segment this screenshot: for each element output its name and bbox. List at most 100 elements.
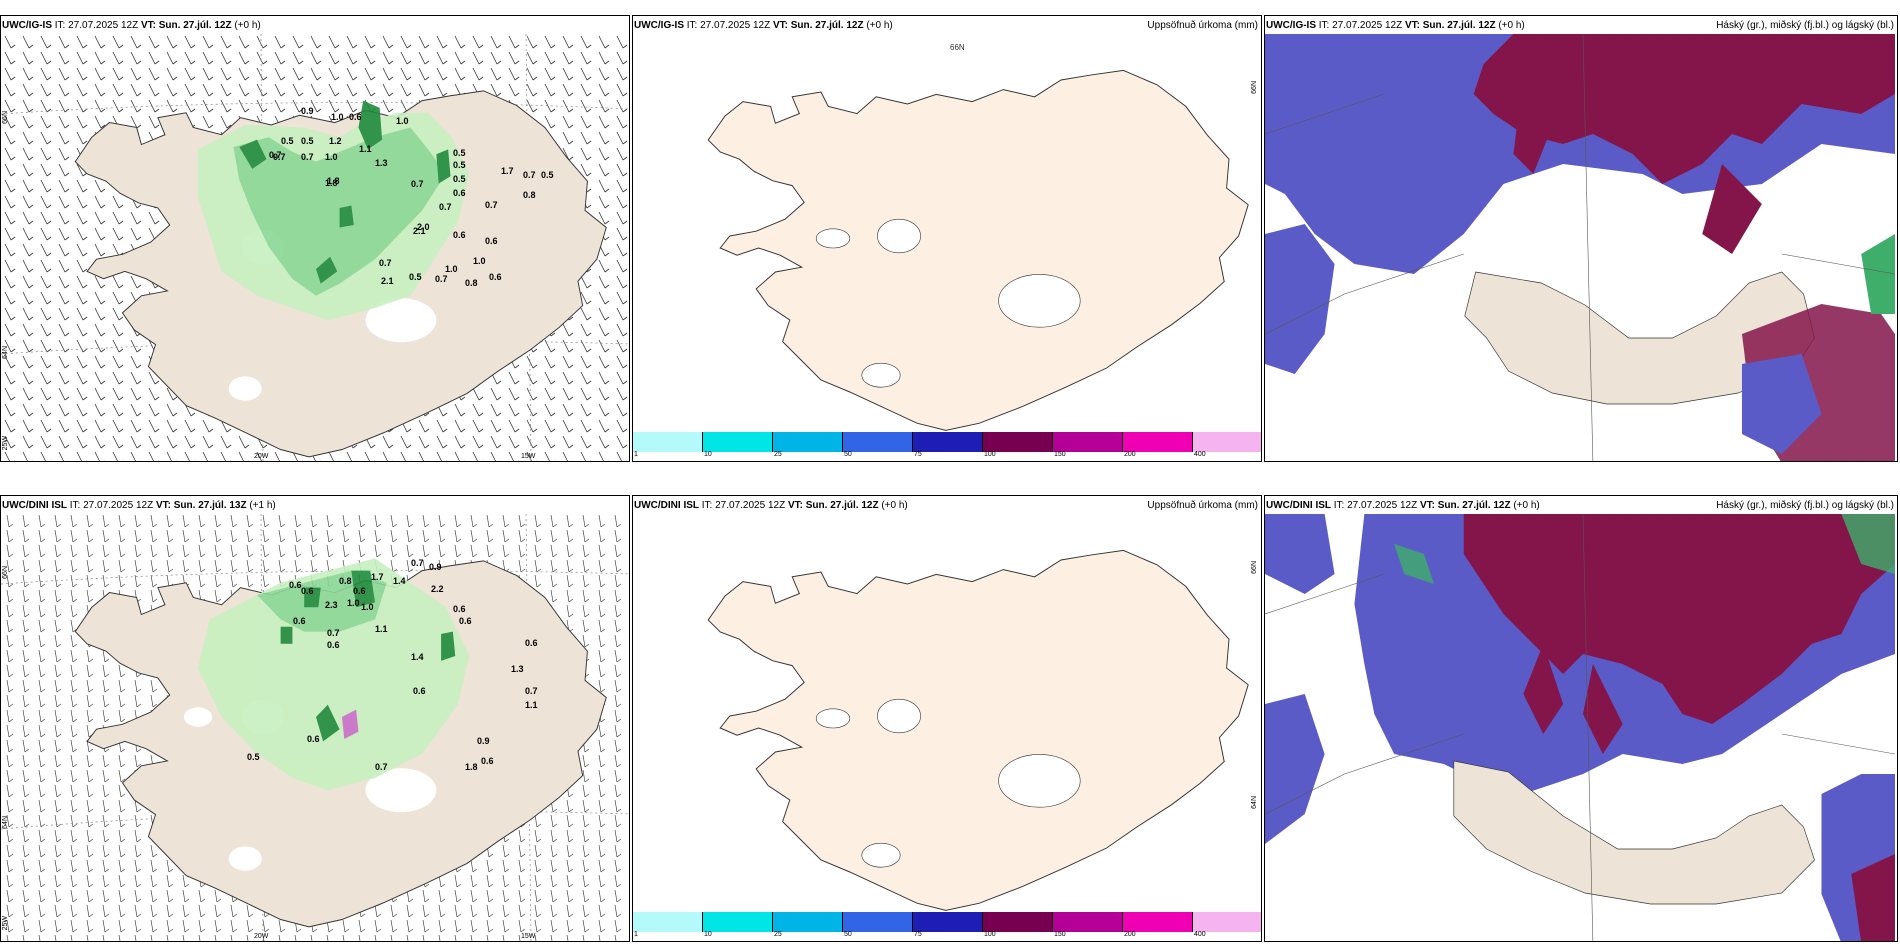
cloud-map[interactable]: [1265, 514, 1895, 942]
lat-label-66: 66N: [1251, 561, 1258, 574]
svg-text:0.6: 0.6: [327, 640, 340, 650]
svg-text:0.8: 0.8: [465, 278, 478, 288]
svg-text:0.7: 0.7: [523, 170, 536, 180]
colorbar-seg: [1053, 912, 1123, 932]
colorbar-seg: [633, 432, 703, 452]
colorbar-seg: [1123, 912, 1193, 932]
colorbar-seg: [773, 912, 843, 932]
colorbar-seg: [1053, 432, 1123, 452]
svg-text:2.0: 2.0: [417, 222, 430, 232]
colorbar-seg: [703, 912, 773, 932]
colorbar-seg: [1193, 432, 1261, 452]
panel-igis-precip-wind: UWC/IG-IS IT: 27.07.2025 12Z VT: Sun. 27…: [0, 15, 630, 462]
svg-text:0.7: 0.7: [439, 202, 452, 212]
lat-label-64: 64N: [1251, 796, 1258, 809]
graticule-label: 66N: [950, 43, 965, 52]
svg-text:1.0: 1.0: [473, 256, 486, 266]
panel-header: UWC/IG-IS IT: 27.07.2025 12Z VT: Sun. 27…: [634, 20, 893, 31]
svg-text:0.6: 0.6: [459, 616, 472, 626]
precip-labels: 0.9 1.0 0.6 1.0 0.5 0.5 0.7 1.2 0.7 1.1 …: [269, 106, 554, 288]
svg-text:0.7: 0.7: [301, 152, 314, 162]
precip-wind-map[interactable]: 0.9 1.0 0.6 1.0 0.5 0.5 0.7 1.2 0.7 1.1 …: [1, 34, 630, 462]
svg-text:1.4: 1.4: [411, 652, 424, 662]
svg-text:0.6: 0.6: [307, 734, 320, 744]
svg-text:0.5: 0.5: [247, 752, 260, 762]
precip-wind-map[interactable]: 0.6 0.6 0.8 0.6 1.7 1.4 0.7 0.9 2.2 2.3 …: [1, 514, 630, 942]
lon-label-20: 20W: [254, 933, 269, 940]
lon-label-15: 15W: [521, 453, 536, 460]
svg-text:0.5: 0.5: [541, 170, 554, 180]
colorbar-seg: [1123, 432, 1193, 452]
svg-text:2.2: 2.2: [431, 584, 444, 594]
colorbar-labels: 1 10 25 50 75 100 150 200 400: [634, 931, 1206, 938]
svg-text:0.6: 0.6: [453, 604, 466, 614]
svg-text:0.9: 0.9: [429, 562, 442, 572]
svg-text:1.8: 1.8: [465, 762, 478, 772]
svg-text:1.4: 1.4: [393, 576, 406, 586]
svg-text:0.7: 0.7: [435, 274, 448, 284]
svg-text:2.1: 2.1: [413, 226, 426, 236]
lon-label-15: 15W: [521, 933, 536, 940]
iceland-land: [707, 69, 1249, 432]
panel-header: UWC/DINI ISL IT: 27.07.2025 12Z VT: Sun.…: [2, 500, 276, 511]
svg-text:1.3: 1.3: [511, 664, 524, 674]
accum-precip-map[interactable]: 66N: [633, 34, 1262, 462]
accum-colorbar: [633, 432, 1261, 452]
svg-text:0.5: 0.5: [453, 160, 466, 170]
svg-text:0.8: 0.8: [523, 190, 536, 200]
svg-text:2.1: 2.1: [381, 276, 394, 286]
svg-text:0.5: 0.5: [453, 148, 466, 158]
svg-text:1.1: 1.1: [359, 144, 372, 154]
graticule: [1265, 34, 1895, 461]
panel-igis-accum-precip: UWC/IG-IS IT: 27.07.2025 12Z VT: Sun. 27…: [632, 15, 1262, 462]
precip-labels: 0.6 0.6 0.8 0.6 1.7 1.4 0.7 0.9 2.2 2.3 …: [247, 558, 538, 772]
svg-text:0.6: 0.6: [301, 586, 314, 596]
svg-text:1.0: 1.0: [325, 152, 338, 162]
colorbar-seg: [843, 912, 913, 932]
panel-title: Uppsöfnuð úrkoma (mm): [1147, 20, 1258, 31]
precip-area: [198, 558, 470, 791]
panel-dini-cloud: UWC/DINI ISL IT: 27.07.2025 12Z VT: Sun.…: [1264, 495, 1898, 942]
svg-text:1.0: 1.0: [361, 602, 374, 612]
iceland-land: [707, 549, 1249, 912]
svg-text:0.6: 0.6: [413, 686, 426, 696]
panel-header: UWC/DINI ISL IT: 27.07.2025 12Z VT: Sun.…: [1266, 500, 1540, 511]
colorbar-seg: [633, 912, 703, 932]
lon-label-25: 25W: [2, 916, 9, 931]
cloud-map[interactable]: [1265, 34, 1895, 462]
svg-text:0.5: 0.5: [453, 174, 466, 184]
panel-dini-accum-precip: UWC/DINI ISL IT: 27.07.2025 12Z VT: Sun.…: [632, 495, 1262, 942]
panel-igis-cloud: UWC/IG-IS IT: 27.07.2025 12Z VT: Sun. 27…: [1264, 15, 1898, 462]
svg-text:0.7: 0.7: [379, 258, 392, 268]
lon-label-20: 20W: [254, 453, 269, 460]
svg-text:0.7: 0.7: [525, 686, 538, 696]
panel-header: UWC/IG-IS IT: 27.07.2025 12Z VT: Sun. 27…: [2, 20, 261, 31]
svg-text:1.0: 1.0: [445, 264, 458, 274]
svg-text:0.6: 0.6: [489, 272, 502, 282]
svg-text:0.7: 0.7: [485, 200, 498, 210]
svg-text:1.7: 1.7: [501, 166, 514, 176]
svg-text:0.7: 0.7: [411, 558, 424, 568]
svg-text:1.0: 1.0: [347, 598, 360, 608]
svg-text:0.7: 0.7: [411, 179, 424, 189]
panel-header: UWC/DINI ISL IT: 27.07.2025 12Z VT: Sun.…: [634, 500, 908, 511]
svg-text:0.5: 0.5: [301, 136, 314, 146]
svg-text:0.9: 0.9: [301, 106, 314, 116]
accum-precip-map[interactable]: [633, 514, 1262, 942]
svg-text:0.7: 0.7: [269, 150, 282, 160]
svg-text:0.7: 0.7: [375, 762, 388, 772]
panel-title: Háský (gr.), miðský (fj.bl.) og lágský (…: [1716, 500, 1894, 511]
svg-text:0.8: 0.8: [339, 576, 352, 586]
colorbar-seg: [703, 432, 773, 452]
svg-text:0.6: 0.6: [525, 638, 538, 648]
svg-text:1.0: 1.0: [396, 116, 409, 126]
svg-text:1.1: 1.1: [375, 624, 388, 634]
svg-text:0.7: 0.7: [327, 628, 340, 638]
svg-text:0.6: 0.6: [485, 236, 498, 246]
svg-text:0.6: 0.6: [349, 112, 362, 122]
svg-text:0.6: 0.6: [289, 580, 302, 590]
svg-text:0.6: 0.6: [453, 188, 466, 198]
svg-text:1.0: 1.0: [331, 112, 344, 122]
svg-text:0.9: 0.9: [477, 736, 490, 746]
svg-text:1.7: 1.7: [371, 572, 384, 582]
